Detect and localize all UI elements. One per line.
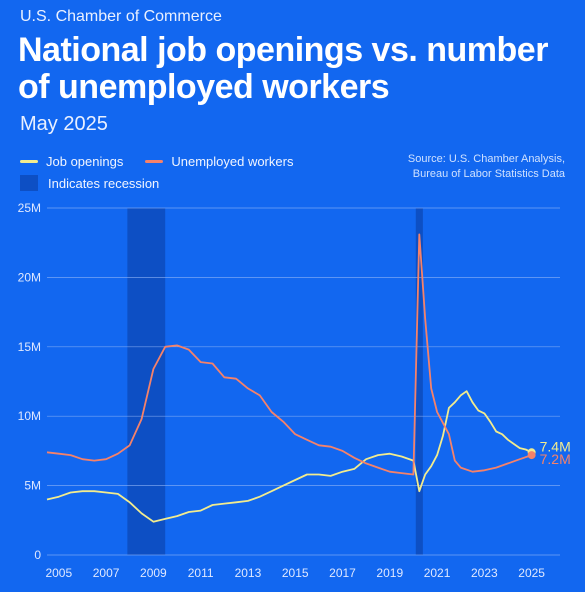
tick-labels: 0 5M 10M 15M 20M 25M 2005 2007 2009 2011 2013 2015 2… [18,201,571,580]
recession-bands [127,208,423,555]
legend-swatch-unemployed [145,159,164,163]
series-end-label-0: 7.4M [540,438,571,454]
x-tick-label: 2015 [282,566,309,580]
recession-band-1 [415,208,423,555]
source-line-1: Source: U.S. Chamber Analysis, [407,153,565,165]
chart-legend: Job openings Unemployed workers Indicate… [20,150,315,194]
y-tick-label: 10M [18,409,41,423]
y-tick-label: 15M [18,340,41,354]
x-tick-label: 2009 [140,566,167,580]
legend-item-recession: Indicates recession [20,175,159,191]
x-tick-label: 2013 [235,566,262,580]
legend-swatch-recession [20,175,38,191]
legend-row-lines: Job openings Unemployed workers [20,150,315,172]
chart-subtitle: May 2025 [20,113,108,135]
legend-swatch-job-openings [20,159,38,163]
x-tick-label: 2021 [424,566,451,580]
x-tick-label: 2023 [471,566,498,580]
x-tick-label: 2025 [518,566,545,580]
y-tick-label: 5M [24,479,41,493]
chart-title: National job openings vs. number of unem… [18,31,548,106]
series-line-1 [46,233,532,476]
x-tick-label: 2017 [329,566,356,580]
gridlines [47,207,560,556]
y-tick-label: 25M [18,201,41,215]
series-end-dot-1 [527,451,536,460]
brand-name: U.S. Chamber of Commerce [20,8,222,25]
x-tick-label: 2011 [188,566,214,580]
legend-row-recession: Indicates recession [20,172,315,194]
source-note: Source: U.S. Chamber Analysis, Bureau of… [365,152,565,182]
x-tick-label: 2007 [93,566,120,580]
legend-item-job-openings: Job openings [20,154,123,169]
legend-label-job-openings: Job openings [46,153,124,169]
source-line-2: Bureau of Labor Statistics Data [412,168,565,180]
y-tick-label: 0 [34,548,41,562]
legend-item-unemployed: Unemployed workers [145,154,293,169]
legend-label-recession: Indicates recession [48,175,160,191]
series-lines [46,233,536,523]
series-end-label-1: 7.2M [540,451,571,467]
recession-band-0 [127,208,166,555]
series-line-0 [46,390,532,523]
x-tick-label: 2019 [376,566,403,580]
y-tick-label: 20M [18,270,41,284]
x-tick-label: 2005 [45,566,72,580]
legend-label-unemployed: Unemployed workers [171,153,294,169]
